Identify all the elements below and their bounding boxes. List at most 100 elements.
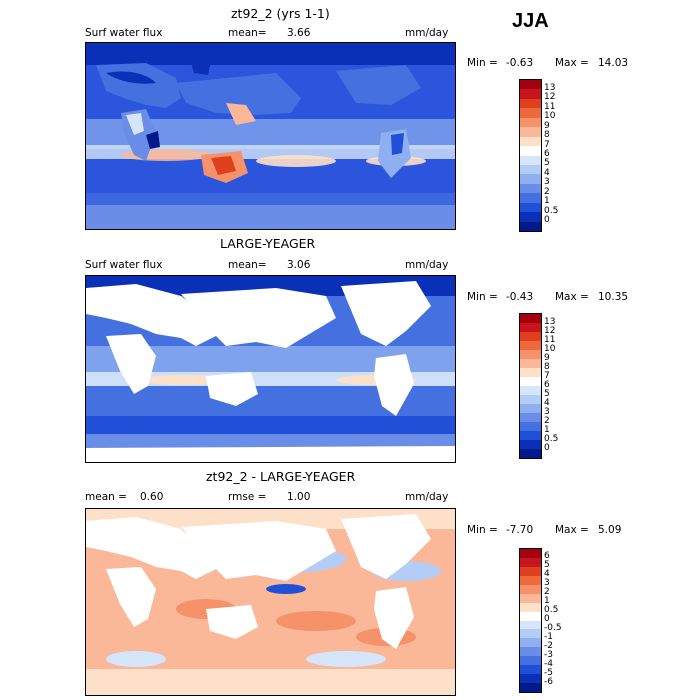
colorbar-tick-label: 0.5 — [544, 205, 559, 216]
colorbar-swatch — [520, 127, 541, 137]
colorbar-swatch — [520, 683, 541, 692]
colorbar-swatch — [520, 638, 541, 648]
panel1-variable-label: Surf water flux — [85, 27, 163, 39]
colorbar-tick-label: 5 — [544, 560, 550, 571]
colorbar-tick-label: 11 — [544, 334, 556, 345]
panel3-map — [85, 508, 456, 696]
colorbar-swatch — [520, 193, 541, 203]
colorbar-tick-label: 7 — [544, 370, 550, 381]
colorbar-swatch — [520, 202, 541, 213]
colorbar-tick-label: 12 — [544, 92, 556, 103]
panel2-max-value: 10.35 — [598, 291, 629, 303]
panel3-max-label: Max = — [555, 524, 589, 536]
colorbar-tick-label: -3 — [544, 649, 553, 660]
colorbar-swatch — [520, 368, 541, 377]
colorbar-swatch — [520, 593, 541, 603]
colorbar-swatch — [520, 341, 541, 350]
panel1-title: zt92_2 (yrs 1-1) — [231, 6, 330, 21]
colorbar-swatch — [520, 350, 541, 359]
panel3-min-label: Min = — [467, 524, 498, 536]
colorbar-swatch — [520, 656, 541, 666]
panel3-mean-label: mean = — [85, 491, 127, 503]
colorbar-tick-label: 12 — [544, 325, 556, 336]
panel2-mean-value: 3.06 — [287, 259, 311, 271]
colorbar-swatch — [520, 575, 541, 585]
colorbar-tick-label: 10 — [544, 343, 556, 354]
colorbar-swatch — [520, 584, 541, 594]
colorbar-swatch — [520, 395, 541, 404]
colorbar-tick-label: 0 — [544, 215, 550, 226]
colorbar-swatch — [520, 117, 541, 128]
panel2-variable-label: Surf water flux — [85, 259, 163, 271]
colorbar-tick-label: -2 — [544, 640, 553, 651]
colorbar-swatch — [520, 89, 541, 99]
panel3-title: zt92_2 - LARGE-YEAGER — [206, 469, 356, 484]
colorbar-swatch — [520, 155, 541, 165]
panel3-mean-value: 0.60 — [140, 491, 164, 503]
panel3-rmse-label: rmse = — [228, 491, 267, 503]
colorbar-tick-label: 13 — [544, 316, 556, 327]
colorbar-tick-label: 0.5 — [544, 605, 559, 616]
panel2-colorbar — [519, 313, 542, 459]
colorbar-swatch — [520, 80, 541, 90]
colorbar-tick-label: 0 — [544, 442, 550, 453]
panel3-min-value: -7.70 — [506, 524, 534, 536]
colorbar-tick-label: -1 — [544, 631, 553, 642]
panel2-title: LARGE-YEAGER — [220, 236, 316, 251]
colorbar-tick-label: 6 — [544, 149, 550, 159]
colorbar-swatch — [520, 404, 541, 413]
colorbar-tick-label: 4 — [544, 167, 550, 178]
colorbar-tick-label: 10 — [544, 111, 556, 122]
colorbar-swatch — [520, 221, 541, 231]
panel1-min-label: Min = — [467, 57, 498, 69]
colorbar-tick-label: 6 — [544, 379, 550, 390]
colorbar-tick-label: 8 — [544, 130, 550, 141]
panel2-max-label: Max = — [555, 291, 589, 303]
colorbar-tick-label: 2 — [544, 587, 550, 598]
colorbar-tick-label: 1 — [544, 424, 550, 435]
colorbar-tick-label: -4 — [544, 658, 553, 669]
colorbar-swatch — [520, 146, 541, 156]
colorbar-swatch — [520, 136, 541, 147]
colorbar-swatch — [520, 449, 541, 458]
colorbar-tick-label: 13 — [544, 82, 556, 93]
colorbar-swatch — [520, 323, 541, 332]
colorbar-swatch — [520, 431, 541, 440]
colorbar-swatch — [520, 647, 541, 657]
colorbar-swatch — [520, 377, 541, 386]
colorbar-swatch — [520, 611, 541, 621]
colorbar-tick-label: 4 — [544, 397, 550, 408]
colorbar-tick-label: 2 — [544, 186, 550, 197]
colorbar-swatch — [520, 665, 541, 675]
panel1-units: mm/day — [405, 27, 449, 39]
panel2-map — [85, 275, 456, 463]
colorbar-tick-label: 7 — [544, 139, 550, 150]
panel3-max-value: 5.09 — [598, 524, 622, 536]
colorbar-tick-label: 9 — [544, 120, 550, 131]
panel1-mean-label: mean= — [228, 27, 267, 39]
colorbar-swatch — [520, 422, 541, 431]
colorbar-swatch — [520, 359, 541, 368]
colorbar-swatch — [520, 332, 541, 341]
panel1-max-label: Max = — [555, 57, 589, 69]
colorbar-tick-label: 3 — [544, 406, 550, 417]
colorbar-tick-label: 5 — [544, 388, 550, 399]
colorbar-swatch — [520, 413, 541, 422]
colorbar-swatch — [520, 386, 541, 395]
panel1-map — [85, 42, 456, 230]
colorbar-tick-label: 5 — [544, 158, 550, 169]
colorbar-swatch — [520, 602, 541, 612]
colorbar-tick-label: 1 — [544, 596, 550, 607]
panel3-rmse-value: 1.00 — [287, 491, 311, 503]
colorbar-tick-label: 0 — [544, 614, 550, 624]
panel1-min-value: -0.63 — [506, 57, 534, 69]
colorbar-swatch — [520, 557, 541, 567]
colorbar-swatch — [520, 674, 541, 684]
colorbar-swatch — [520, 183, 541, 194]
colorbar-tick-label: 3 — [544, 578, 550, 589]
panel2-units: mm/day — [405, 259, 449, 271]
colorbar-tick-label: 6 — [544, 551, 550, 562]
panel1-mean-value: 3.66 — [287, 27, 311, 39]
colorbar-tick-label: 4 — [544, 569, 550, 580]
colorbar-swatch — [520, 620, 541, 630]
